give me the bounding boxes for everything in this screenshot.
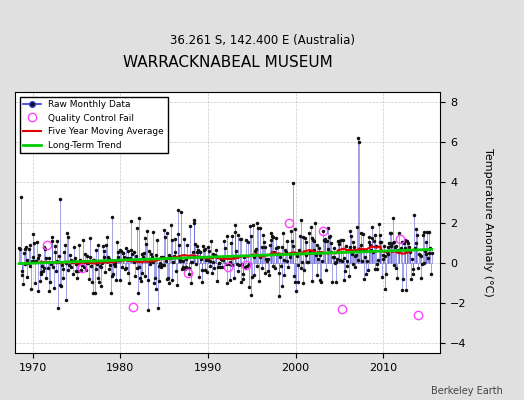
Legend: Raw Monthly Data, Quality Control Fail, Five Year Moving Average, Long-Term Tren: Raw Monthly Data, Quality Control Fail, … (19, 96, 168, 153)
Text: 36.261 S, 142.400 E (Australia): 36.261 S, 142.400 E (Australia) (169, 34, 355, 47)
Title: WARRACKNABEAL MUSEUM: WARRACKNABEAL MUSEUM (123, 55, 333, 70)
Text: Berkeley Earth: Berkeley Earth (431, 386, 503, 396)
Y-axis label: Temperature Anomaly (°C): Temperature Anomaly (°C) (483, 148, 493, 297)
